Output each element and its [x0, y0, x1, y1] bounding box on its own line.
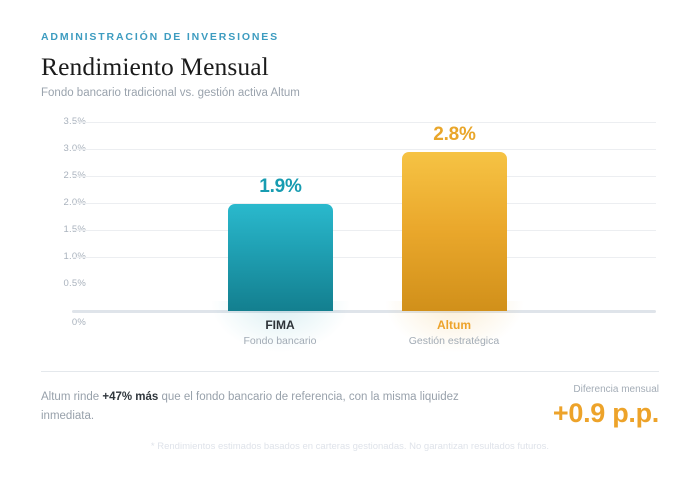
- footer-note: Altum rinde +47% más que el fondo bancar…: [41, 388, 511, 426]
- gridline: [72, 203, 656, 204]
- y-tick-label: 3.0%: [40, 144, 86, 154]
- category-name: Altum: [437, 318, 471, 332]
- difference-value: +0.9 p.p.: [552, 398, 659, 428]
- footer-note-prefix: Altum rinde: [41, 391, 103, 403]
- gridline: [72, 122, 656, 123]
- axis-baseline: [72, 310, 656, 313]
- category-sublabel: Gestión estratégica: [408, 335, 500, 347]
- monthly-difference-callout: Diferencia mensual +0.9 p.p.: [439, 383, 659, 428]
- y-tick-label: 1.0%: [40, 252, 86, 262]
- gridline: [72, 257, 656, 258]
- gridline: [72, 230, 656, 231]
- gridline: [72, 176, 656, 177]
- category-sublabel: Fondo bancario: [243, 335, 317, 347]
- difference-label: Diferencia mensual: [573, 384, 659, 395]
- chart-area: 3.5% 3.0% 2.5% 2.0% 1.5% 1.0% 0.5% 0% 1.…: [0, 112, 700, 357]
- kicker-label: ADMINISTRACIÓN DE INVERSIONES: [41, 31, 279, 43]
- gridline: [72, 149, 656, 150]
- bar-value-altum: 2.8%: [433, 124, 476, 145]
- footer-note-highlight: +47% más: [102, 391, 159, 403]
- category-altum: Altum Gestión estratégica: [374, 317, 534, 348]
- y-tick-label: 2.0%: [40, 198, 86, 208]
- chart-header: ADMINISTRACIÓN DE INVERSIONES Rendimient…: [41, 30, 641, 101]
- bar-altum[interactable]: [402, 152, 507, 311]
- category-fima: FIMA Fondo bancario: [200, 317, 360, 348]
- category-name: FIMA: [265, 318, 295, 332]
- page-subtitle: Fondo bancario tradicional vs. gestión a…: [41, 87, 300, 99]
- bar-fima[interactable]: [228, 204, 333, 311]
- y-tick-label: 3.5%: [40, 117, 86, 127]
- bar-value-fima: 1.9%: [259, 176, 302, 197]
- plot-area: 1.9% 2.8%: [72, 122, 656, 353]
- y-tick-label: 0.5%: [63, 278, 86, 289]
- y-tick-label: 0%: [71, 317, 86, 328]
- page-title: Rendimiento Mensual: [41, 52, 269, 81]
- y-tick-label: 1.5%: [40, 225, 86, 235]
- disclaimer-text: * Rendimientos estimados basados en cart…: [150, 441, 550, 452]
- category-axis: FIMA Fondo bancario Altum Gestión estrat…: [72, 317, 656, 357]
- footer-divider: [41, 371, 659, 372]
- footer-note-suffix: que el fondo bancario de referencia, con…: [41, 391, 459, 422]
- y-tick-label: 2.5%: [40, 171, 86, 181]
